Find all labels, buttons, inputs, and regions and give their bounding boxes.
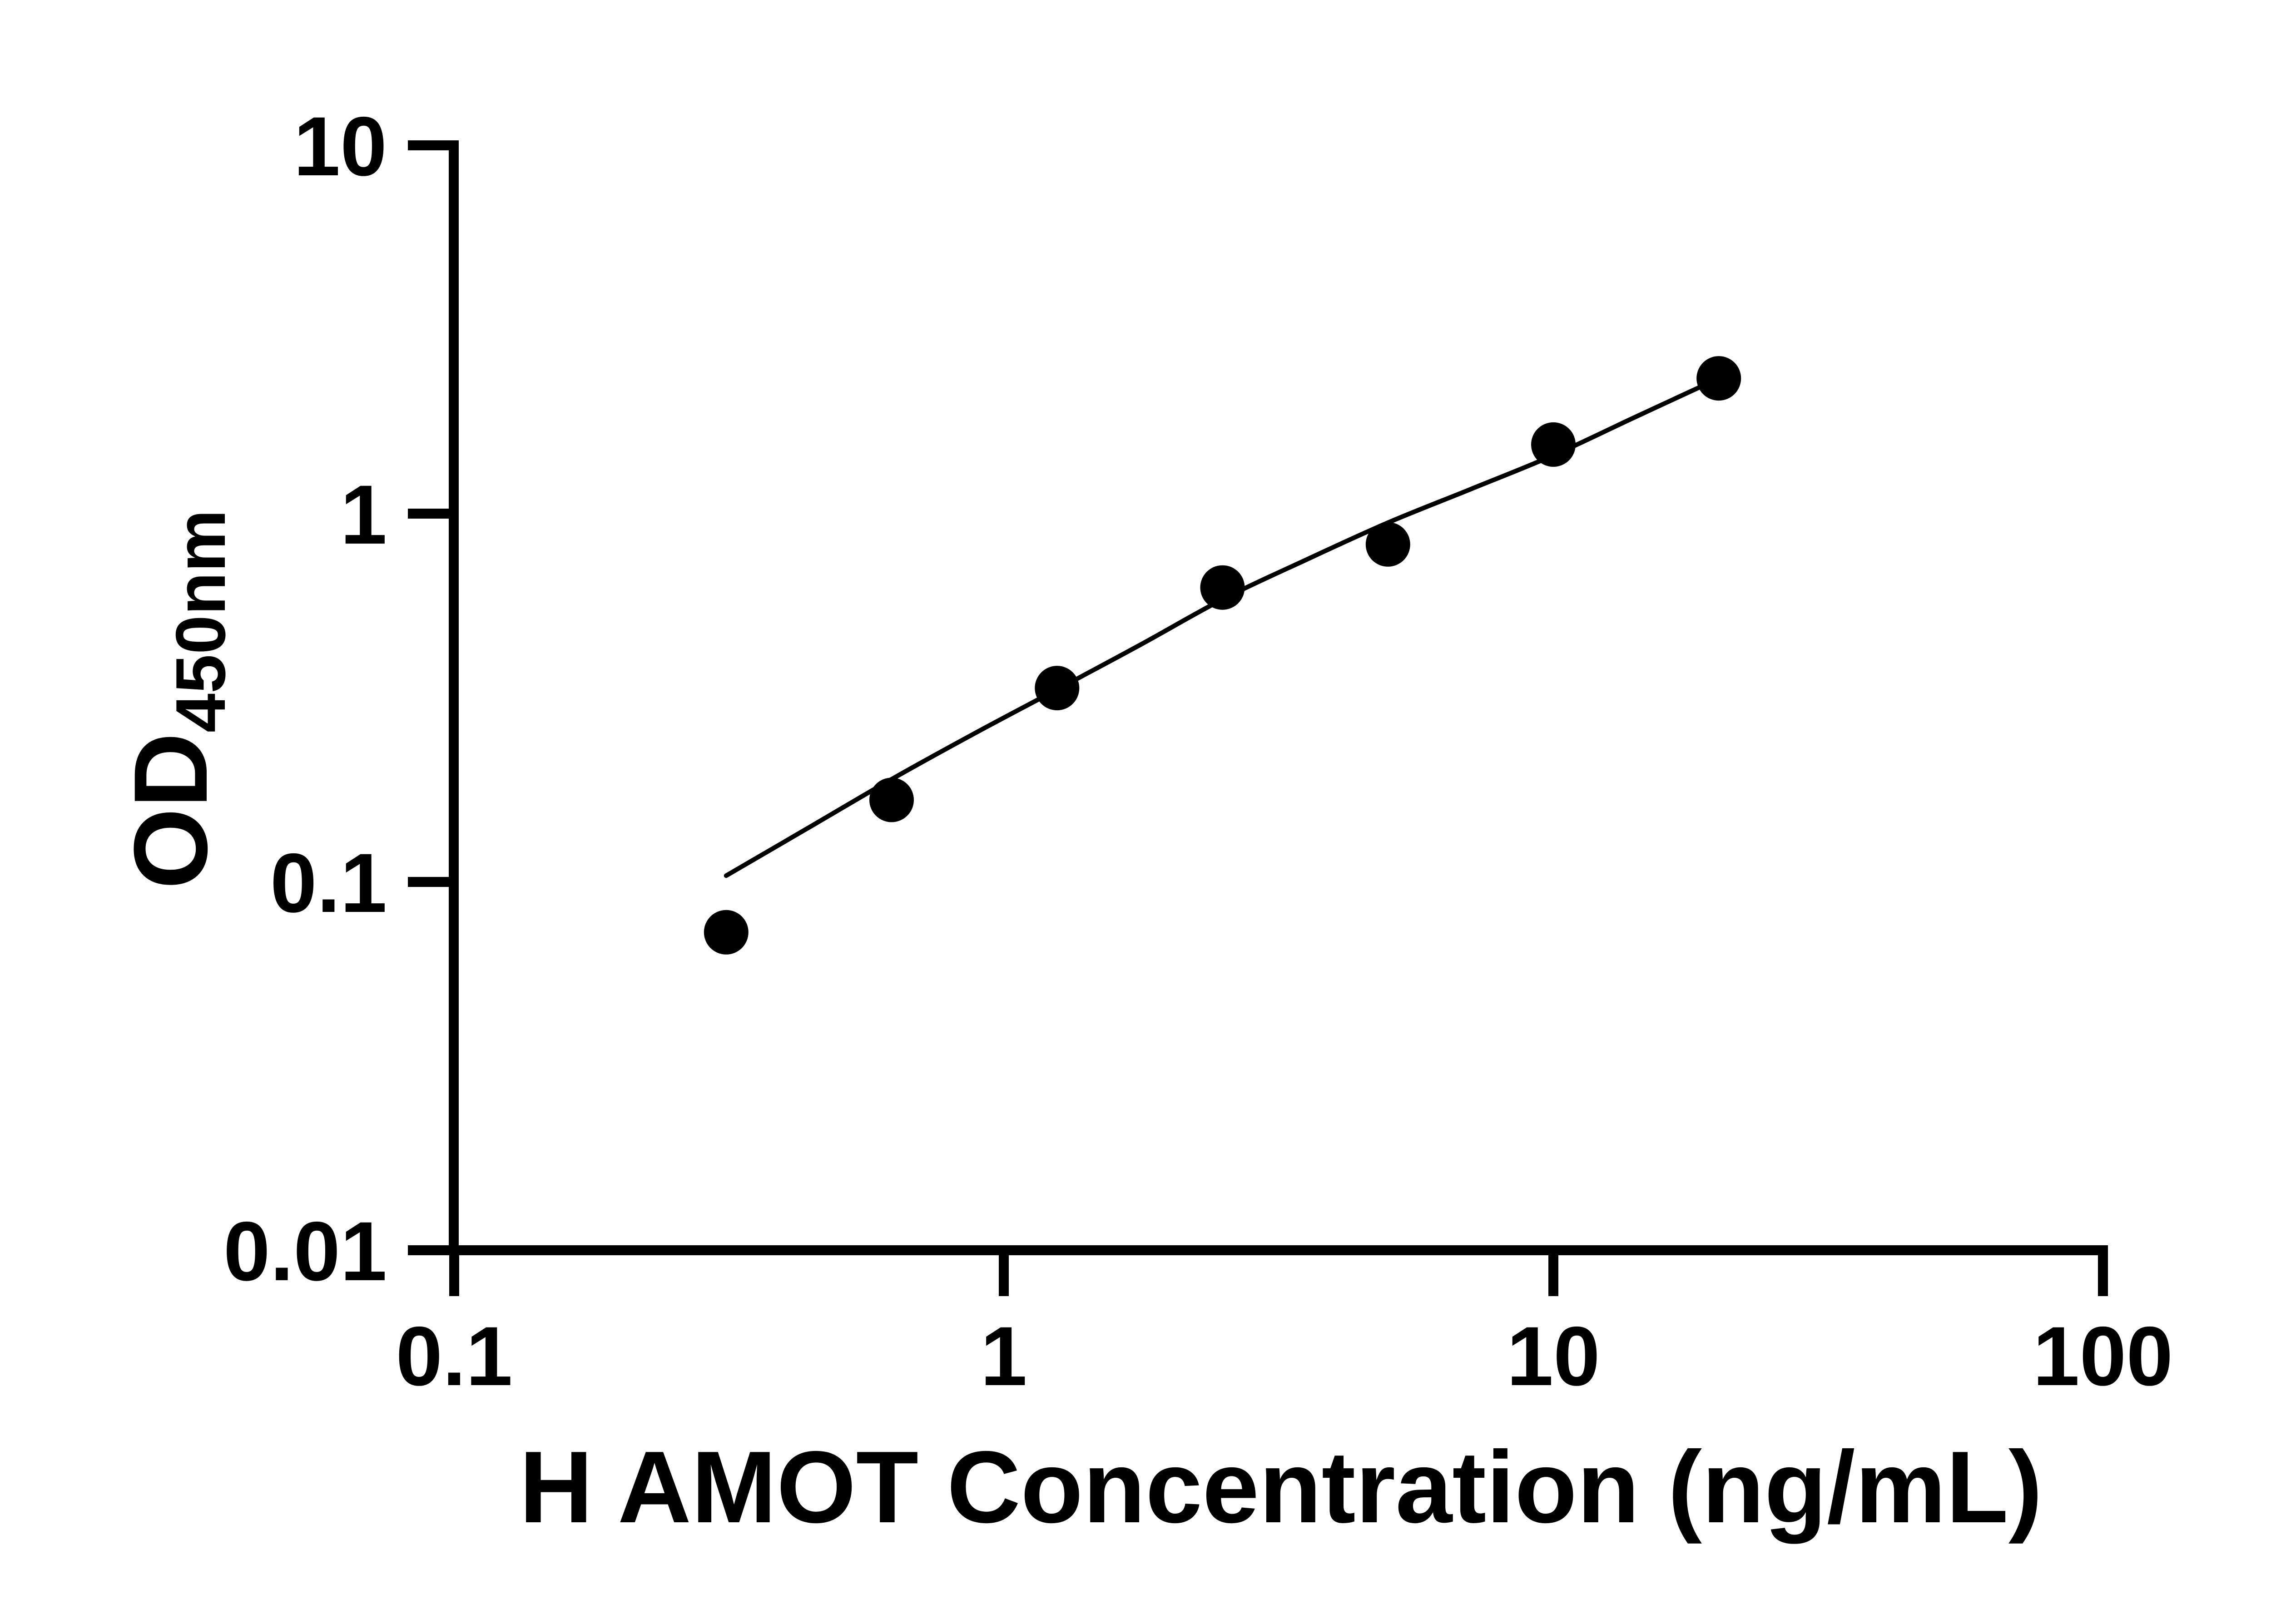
x-tick-label-100: 100 [2033,1310,2173,1403]
axes [449,140,2108,1255]
y-tick-label-0p01: 0.01 [223,1205,387,1298]
y-axis-title: OD450nm [112,510,240,889]
data-point [1200,565,1245,610]
x-axis-title: H AMOT Concentration (ng/mL) [519,1430,2043,1544]
data-point [1531,422,1576,467]
data-point [704,910,749,955]
y-tick-label-10: 10 [293,100,387,193]
y-tick-labels: 10 1 0.1 0.01 [223,100,387,1298]
data-points [704,356,1741,955]
x-tick-label-0p1: 0.1 [396,1310,512,1403]
x-tick-labels: 0.1 1 10 100 [396,1310,2173,1403]
data-point [1365,522,1410,567]
y-tick-label-0p1: 0.1 [270,837,387,930]
data-point [1035,666,1080,711]
y-axis-title-main: OD [112,733,229,889]
x-tick-label-10: 10 [1507,1310,1600,1403]
y-ticks [408,140,449,1255]
x-ticks [449,1255,2108,1296]
x-tick-label-1: 1 [981,1310,1027,1403]
y-tick-label-1: 1 [340,468,387,562]
data-point [1696,356,1741,401]
data-point [869,777,914,822]
y-axis-title-subscript: 450nm [161,510,240,733]
